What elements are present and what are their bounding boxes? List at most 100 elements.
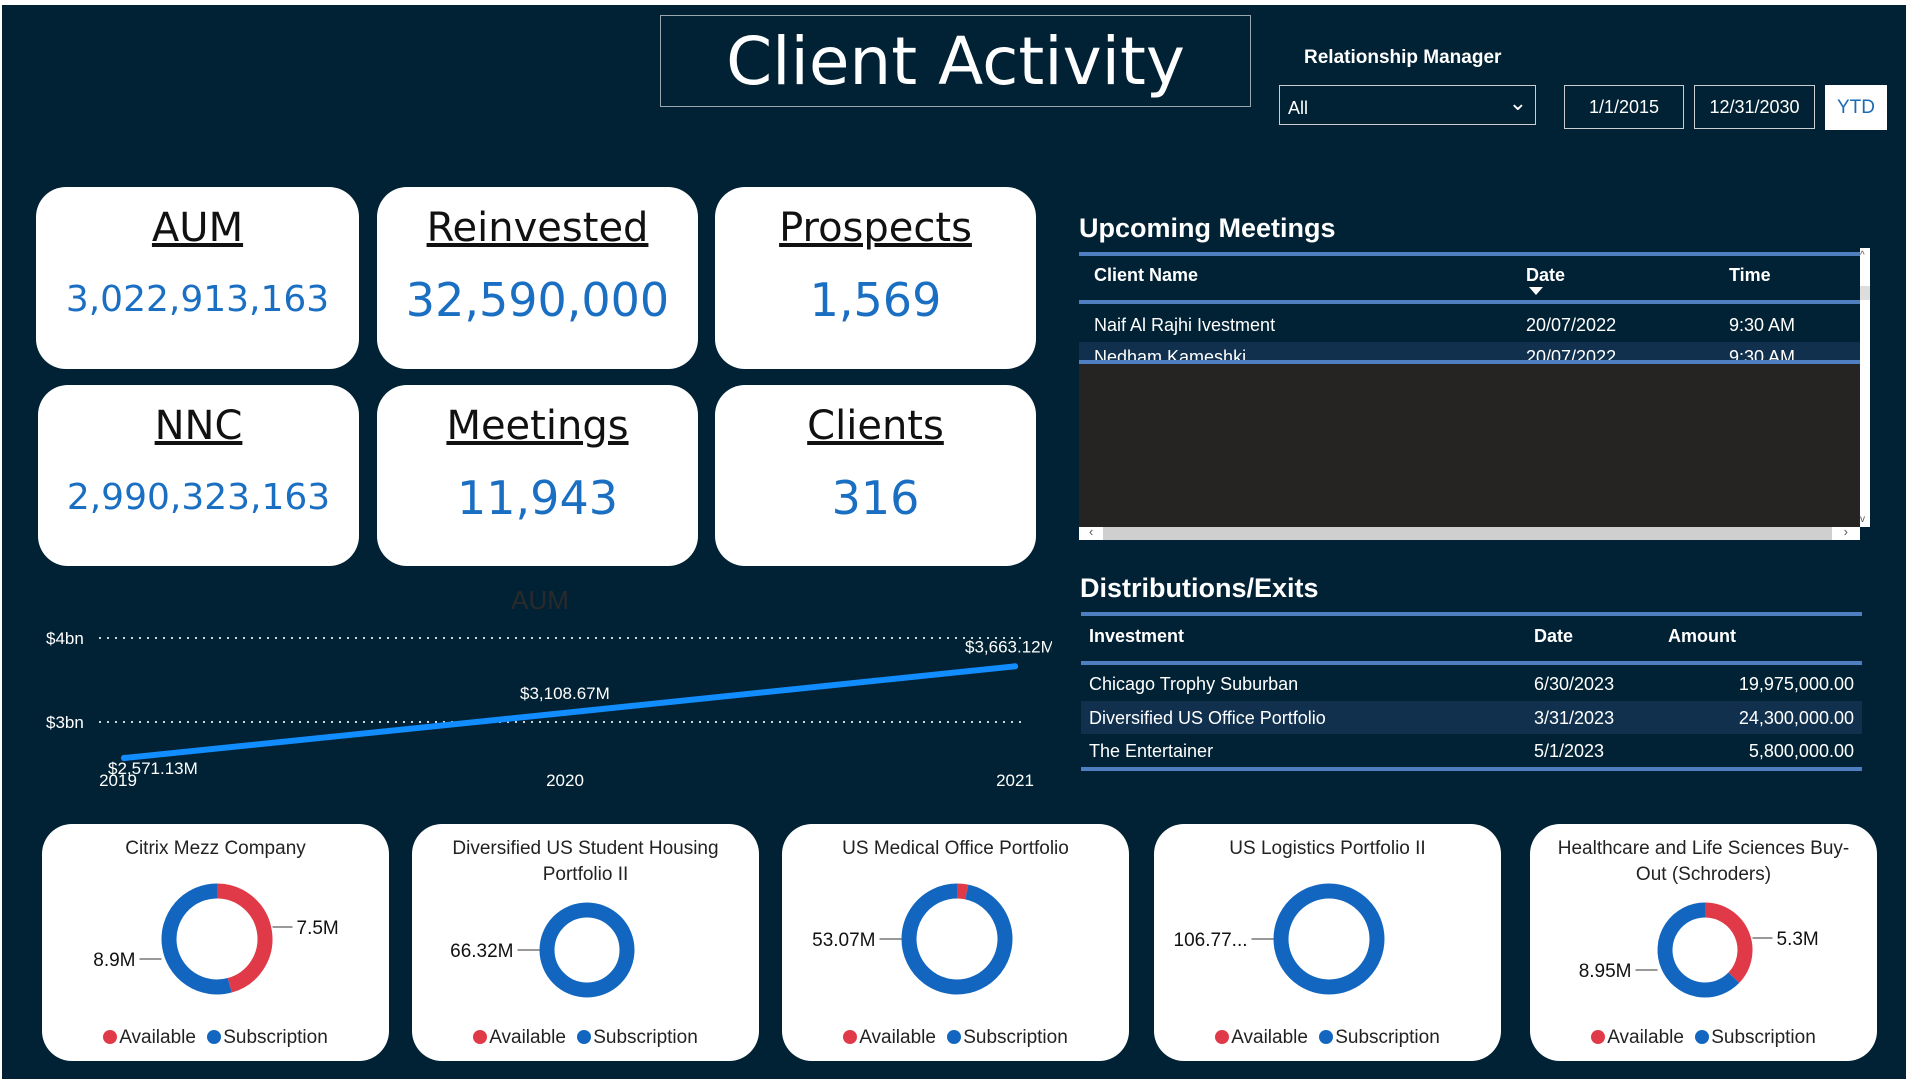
data-label: $3,108.67M bbox=[520, 684, 610, 703]
scroll-left-icon[interactable]: ‹ bbox=[1089, 524, 1094, 539]
aum-series-line[interactable] bbox=[121, 663, 1018, 762]
donut-legend: Available Subscription bbox=[1530, 1027, 1877, 1049]
kpi-value: 11,943 bbox=[457, 471, 618, 525]
legend-dot-subscription bbox=[1695, 1030, 1710, 1044]
data-label-subscription: 106.77... bbox=[1174, 930, 1248, 951]
x-tick-label: 2021 bbox=[996, 771, 1034, 790]
data-label: $3,663.12M bbox=[965, 637, 1052, 656]
cell-investment: Diversified US Office Portfolio bbox=[1089, 707, 1326, 728]
slice-subscription[interactable] bbox=[1273, 883, 1385, 995]
column-header-investment[interactable]: Investment bbox=[1089, 626, 1185, 646]
donut-card: 8.95M 5.3M Healthcare and Life Sciences Bu… bbox=[1530, 824, 1877, 1061]
donut-card: 106.77... US Logistics Portfolio II Avail… bbox=[1154, 824, 1501, 1061]
legend-subscription[interactable]: Subscription bbox=[1335, 1027, 1440, 1048]
scrollbar-thumb[interactable] bbox=[1103, 527, 1832, 540]
cell-client: Nedham Kameshki bbox=[1094, 347, 1247, 362]
end-date-input[interactable]: 12/31/2030 bbox=[1694, 85, 1815, 129]
column-header-client-name[interactable]: Client Name bbox=[1094, 265, 1199, 285]
column-header-date[interactable]: Date bbox=[1526, 265, 1566, 285]
data-label: $2,571.13M bbox=[108, 759, 198, 778]
cell-investment: The Entertainer bbox=[1089, 741, 1214, 761]
page-title: Client Activity bbox=[660, 15, 1251, 107]
table-row[interactable]: The Entertainer 5/1/2023 5,800,000.00 bbox=[1081, 734, 1862, 767]
scrollbar-thumb[interactable] bbox=[1860, 286, 1870, 300]
slice-subscription[interactable] bbox=[161, 883, 232, 995]
kpi-card-meetings: Meetings 11,943 bbox=[377, 385, 698, 566]
kpi-card-reinvested: Reinvested 32,590,000 bbox=[377, 187, 698, 369]
legend-available[interactable]: Available bbox=[1607, 1027, 1684, 1048]
legend-subscription[interactable]: Subscription bbox=[223, 1027, 328, 1048]
kpi-value: 316 bbox=[831, 471, 920, 525]
legend-available[interactable]: Available bbox=[859, 1027, 936, 1048]
donut-title: Citrix Mezz Company bbox=[125, 838, 306, 859]
y-tick-label: $4bn bbox=[46, 629, 84, 648]
data-label-subscription: 53.07M bbox=[812, 930, 875, 951]
legend-subscription[interactable]: Subscription bbox=[963, 1027, 1068, 1048]
cell-amount: 19,975,000.00 bbox=[1738, 674, 1854, 694]
donut-legend: Available Subscription bbox=[412, 1027, 759, 1049]
kpi-label: NNC bbox=[154, 403, 243, 449]
legend-available[interactable]: Available bbox=[489, 1027, 566, 1048]
cell-date: 20/07/2022 bbox=[1526, 315, 1617, 335]
data-label-available: 5.3M bbox=[1777, 929, 1819, 950]
slice-subscription[interactable] bbox=[539, 902, 635, 998]
legend-dot-available bbox=[843, 1030, 858, 1044]
data-point[interactable] bbox=[121, 755, 127, 762]
slice-available[interactable] bbox=[216, 883, 273, 993]
column-header-date[interactable]: Date bbox=[1534, 626, 1574, 646]
legend-dot-available bbox=[103, 1030, 118, 1044]
column-header-time[interactable]: Time bbox=[1729, 265, 1771, 285]
distributions-title: Distributions/Exits bbox=[1080, 573, 1319, 603]
divider bbox=[1081, 661, 1862, 665]
cell-time: 9:30 AM bbox=[1729, 347, 1796, 362]
upcoming-meetings-title: Upcoming Meetings bbox=[1079, 213, 1336, 243]
data-point[interactable] bbox=[562, 709, 568, 716]
donut-legend: Available Subscription bbox=[782, 1027, 1129, 1049]
table-row[interactable]: Nedham Kameshki 20/07/2022 9:30 AM bbox=[1079, 342, 1860, 362]
horizontal-scrollbar[interactable]: ‹ › bbox=[1079, 524, 1860, 540]
scroll-down-icon[interactable]: v bbox=[1860, 514, 1865, 525]
data-label-subscription: 8.95M bbox=[1579, 961, 1632, 982]
slice-subscription[interactable] bbox=[901, 883, 1013, 995]
scroll-up-icon[interactable]: ^ bbox=[1860, 250, 1865, 261]
legend-dot-available bbox=[1591, 1030, 1606, 1044]
legend-subscription[interactable]: Subscription bbox=[593, 1027, 698, 1048]
vertical-scrollbar[interactable]: ^ v bbox=[1860, 248, 1870, 527]
cell-amount: 24,300,000.00 bbox=[1738, 707, 1854, 728]
scroll-right-icon[interactable]: › bbox=[1843, 524, 1848, 539]
kpi-card-aum: AUM 3,022,913,163 bbox=[36, 187, 359, 369]
legend-available[interactable]: Available bbox=[119, 1027, 196, 1048]
cell-date: 20/07/2022 bbox=[1526, 347, 1617, 362]
slice-available[interactable] bbox=[1704, 902, 1753, 983]
chart-title: AUM bbox=[511, 585, 569, 615]
kpi-card-prospects: Prospects 1,569 bbox=[715, 187, 1036, 369]
table-row[interactable]: Naif Al Rajhi Ivestment 20/07/2022 9:30 … bbox=[1079, 310, 1860, 342]
start-date-input[interactable]: 1/1/2015 bbox=[1564, 85, 1684, 129]
legend-dot-subscription bbox=[577, 1030, 592, 1044]
divider bbox=[1079, 360, 1860, 364]
legend-available[interactable]: Available bbox=[1231, 1027, 1308, 1048]
donut-card: 8.9M 7.5M Citrix Mezz Company Available Su… bbox=[42, 824, 389, 1061]
table-row[interactable]: Chicago Trophy Suburban 6/30/2023 19,975… bbox=[1081, 667, 1862, 700]
donut-title: US Medical Office Portfolio bbox=[842, 838, 1069, 859]
kpi-card-nnc: NNC 2,990,323,163 bbox=[38, 385, 359, 566]
legend-dot-available bbox=[1215, 1030, 1230, 1044]
legend-subscription[interactable]: Subscription bbox=[1711, 1027, 1816, 1048]
chevron-down-icon: ⌄ bbox=[1508, 90, 1527, 115]
slice-available[interactable] bbox=[956, 883, 969, 900]
data-label-subscription: 8.9M bbox=[93, 950, 135, 971]
relationship-manager-label: Relationship Manager bbox=[1304, 47, 1502, 68]
data-point[interactable] bbox=[1012, 663, 1018, 670]
kpi-label: Meetings bbox=[446, 403, 629, 449]
x-tick-label: 2019 bbox=[99, 771, 137, 790]
donut-title: US Logistics Portfolio II bbox=[1229, 838, 1426, 859]
relationship-manager-dropdown[interactable]: All ⌄ bbox=[1279, 85, 1536, 125]
ytd-button[interactable]: YTD bbox=[1825, 85, 1887, 130]
kpi-value: 32,590,000 bbox=[405, 273, 670, 327]
donut-legend: Available Subscription bbox=[42, 1027, 389, 1049]
slice-subscription[interactable] bbox=[1657, 902, 1740, 998]
donut-title: Healthcare and Life Sciences Buy-Out (Sc… bbox=[1557, 838, 1850, 885]
cell-date: 5/1/2023 bbox=[1534, 741, 1605, 761]
table-row[interactable]: Diversified US Office Portfolio 3/31/202… bbox=[1081, 700, 1862, 734]
column-header-amount[interactable]: Amount bbox=[1668, 626, 1736, 646]
